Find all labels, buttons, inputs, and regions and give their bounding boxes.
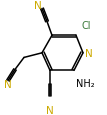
Text: N: N <box>4 80 12 89</box>
Text: N: N <box>34 1 42 11</box>
Text: Cl: Cl <box>82 21 91 31</box>
Text: NH₂: NH₂ <box>76 78 95 88</box>
Text: N: N <box>46 105 54 115</box>
Text: N: N <box>85 48 93 58</box>
